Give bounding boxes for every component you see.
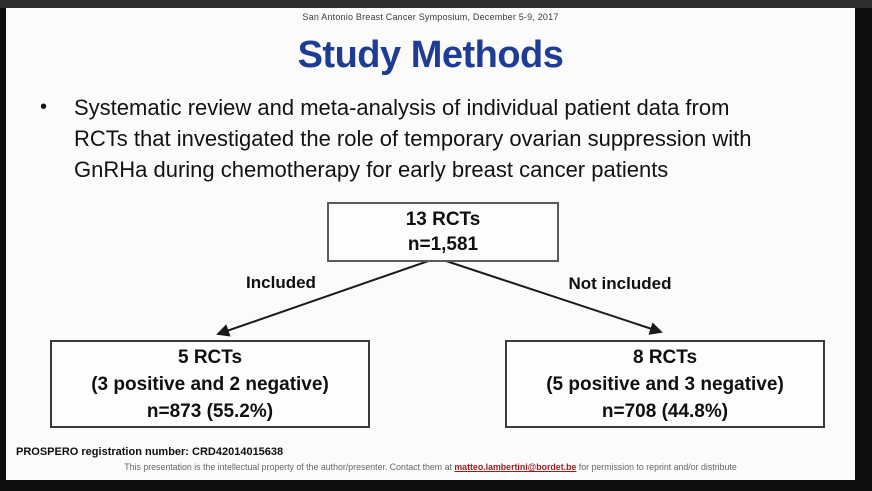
prospero-registration: PROSPERO registration number: CRD4201401… [16, 446, 284, 458]
not-included-box-line-1: 8 RCTs [632, 346, 698, 368]
bullet-line-2: RCTs that investigated the role of tempo… [74, 126, 752, 151]
root-box-line-2: n=1,581 [407, 234, 479, 255]
arrow-right [436, 257, 663, 335]
bullet-line-1: Systematic review and meta-analysis of i… [74, 95, 730, 120]
bullet-text: Systematic review and meta-analysis of i… [74, 92, 751, 185]
arrow-left [216, 257, 438, 337]
disclaimer: This presentation is the intellectual pr… [6, 462, 855, 472]
disclaimer-prefix: This presentation is the intellectual pr… [124, 462, 455, 472]
included-box-line-2: (3 positive and 2 negative) [91, 373, 329, 395]
flowchart-not-included-box: 8 RCTs (5 positive and 3 negative) n=708… [505, 340, 825, 428]
flowchart-included-box: 5 RCTs (3 positive and 2 negative) n=873… [50, 340, 370, 428]
not-included-box-line-2: (5 positive and 3 negative) [546, 373, 784, 395]
included-box-line-1: 5 RCTs [177, 346, 243, 368]
included-box-line-3: n=873 (55.2%) [146, 400, 274, 422]
presentation-slide: San Antonio Breast Cancer Symposium, Dec… [6, 8, 855, 480]
not-included-box-line-3: n=708 (44.8%) [601, 400, 729, 422]
branch-label-not-included: Not included [568, 274, 672, 293]
bullet-line-3: GnRHa during chemotherapy for early brea… [74, 157, 669, 182]
flowchart-root-box: 13 RCTs n=1,581 [327, 202, 559, 262]
bullet-marker: • [40, 96, 48, 118]
letterbox-top-bar [0, 0, 872, 8]
disclaimer-suffix: for permission to reprint and/or distrib… [576, 462, 737, 472]
page-title: Study Methods [297, 34, 564, 76]
root-box-line-1: 13 RCTs [405, 209, 481, 230]
email-link[interactable]: matteo.lambertini@bordet.be [454, 462, 577, 472]
branch-label-included: Included [246, 273, 316, 292]
conference-header: San Antonio Breast Cancer Symposium, Dec… [302, 12, 559, 22]
bullet-item: • Systematic review and meta-analysis of… [40, 92, 830, 185]
